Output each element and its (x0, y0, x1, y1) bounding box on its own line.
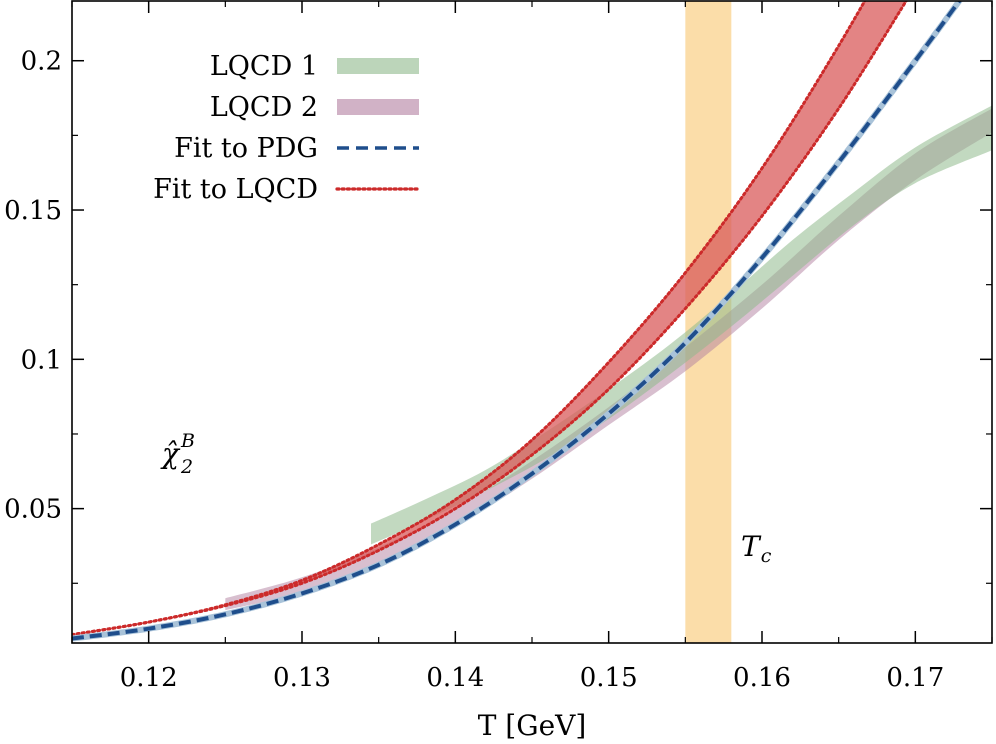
series-fit-lqcd-band (72, 1, 907, 635)
x-tick-label: 0.16 (733, 663, 791, 693)
legend: LQCD 1 LQCD 2 Fit to PDG Fit to LQCD (153, 51, 421, 205)
legend-label: LQCD 2 (210, 92, 318, 123)
chi-annotation: χ̂ B 2 (160, 430, 195, 478)
x-tick-label: 0.12 (120, 663, 178, 693)
tc-subscript: c (761, 545, 772, 567)
x-tick-label: 0.14 (426, 663, 484, 693)
legend-label: LQCD 1 (210, 51, 318, 82)
chi-subscript: 2 (180, 456, 193, 478)
plot-area (72, 1, 992, 643)
legend-label: Fit to LQCD (153, 174, 318, 205)
series-lqcd-1-band (371, 105, 992, 545)
x-tick-label: 0.17 (886, 663, 944, 693)
chi-superscript: B (180, 430, 195, 452)
y-tick-label: 0.1 (21, 345, 62, 375)
series-fit-lqcd-upper-line (72, 1, 867, 637)
axis-ticks: 0.12 0.13 0.14 0.15 0.16 0.17 0.05 0.1 0.15 0.2 (4, 1, 993, 693)
tc-annotation: Tc (741, 530, 772, 567)
series-fit-lqcd-lower-line (72, 1, 908, 637)
legend-label: Fit to PDG (174, 133, 318, 164)
x-tick-label: 0.13 (273, 663, 331, 693)
annotations: χ̂ B 2Tc (160, 430, 772, 567)
x-axis-title: T [GeV] (478, 709, 587, 742)
series-fit-pdg-line (72, 1, 962, 641)
y-tick-label: 0.05 (4, 495, 62, 525)
y-tick-label: 0.15 (4, 196, 62, 226)
x-tick-label: 0.15 (580, 663, 638, 693)
y-tick-label: 0.2 (21, 47, 62, 77)
legend-swatch (337, 99, 419, 115)
legend-swatch (337, 58, 419, 74)
